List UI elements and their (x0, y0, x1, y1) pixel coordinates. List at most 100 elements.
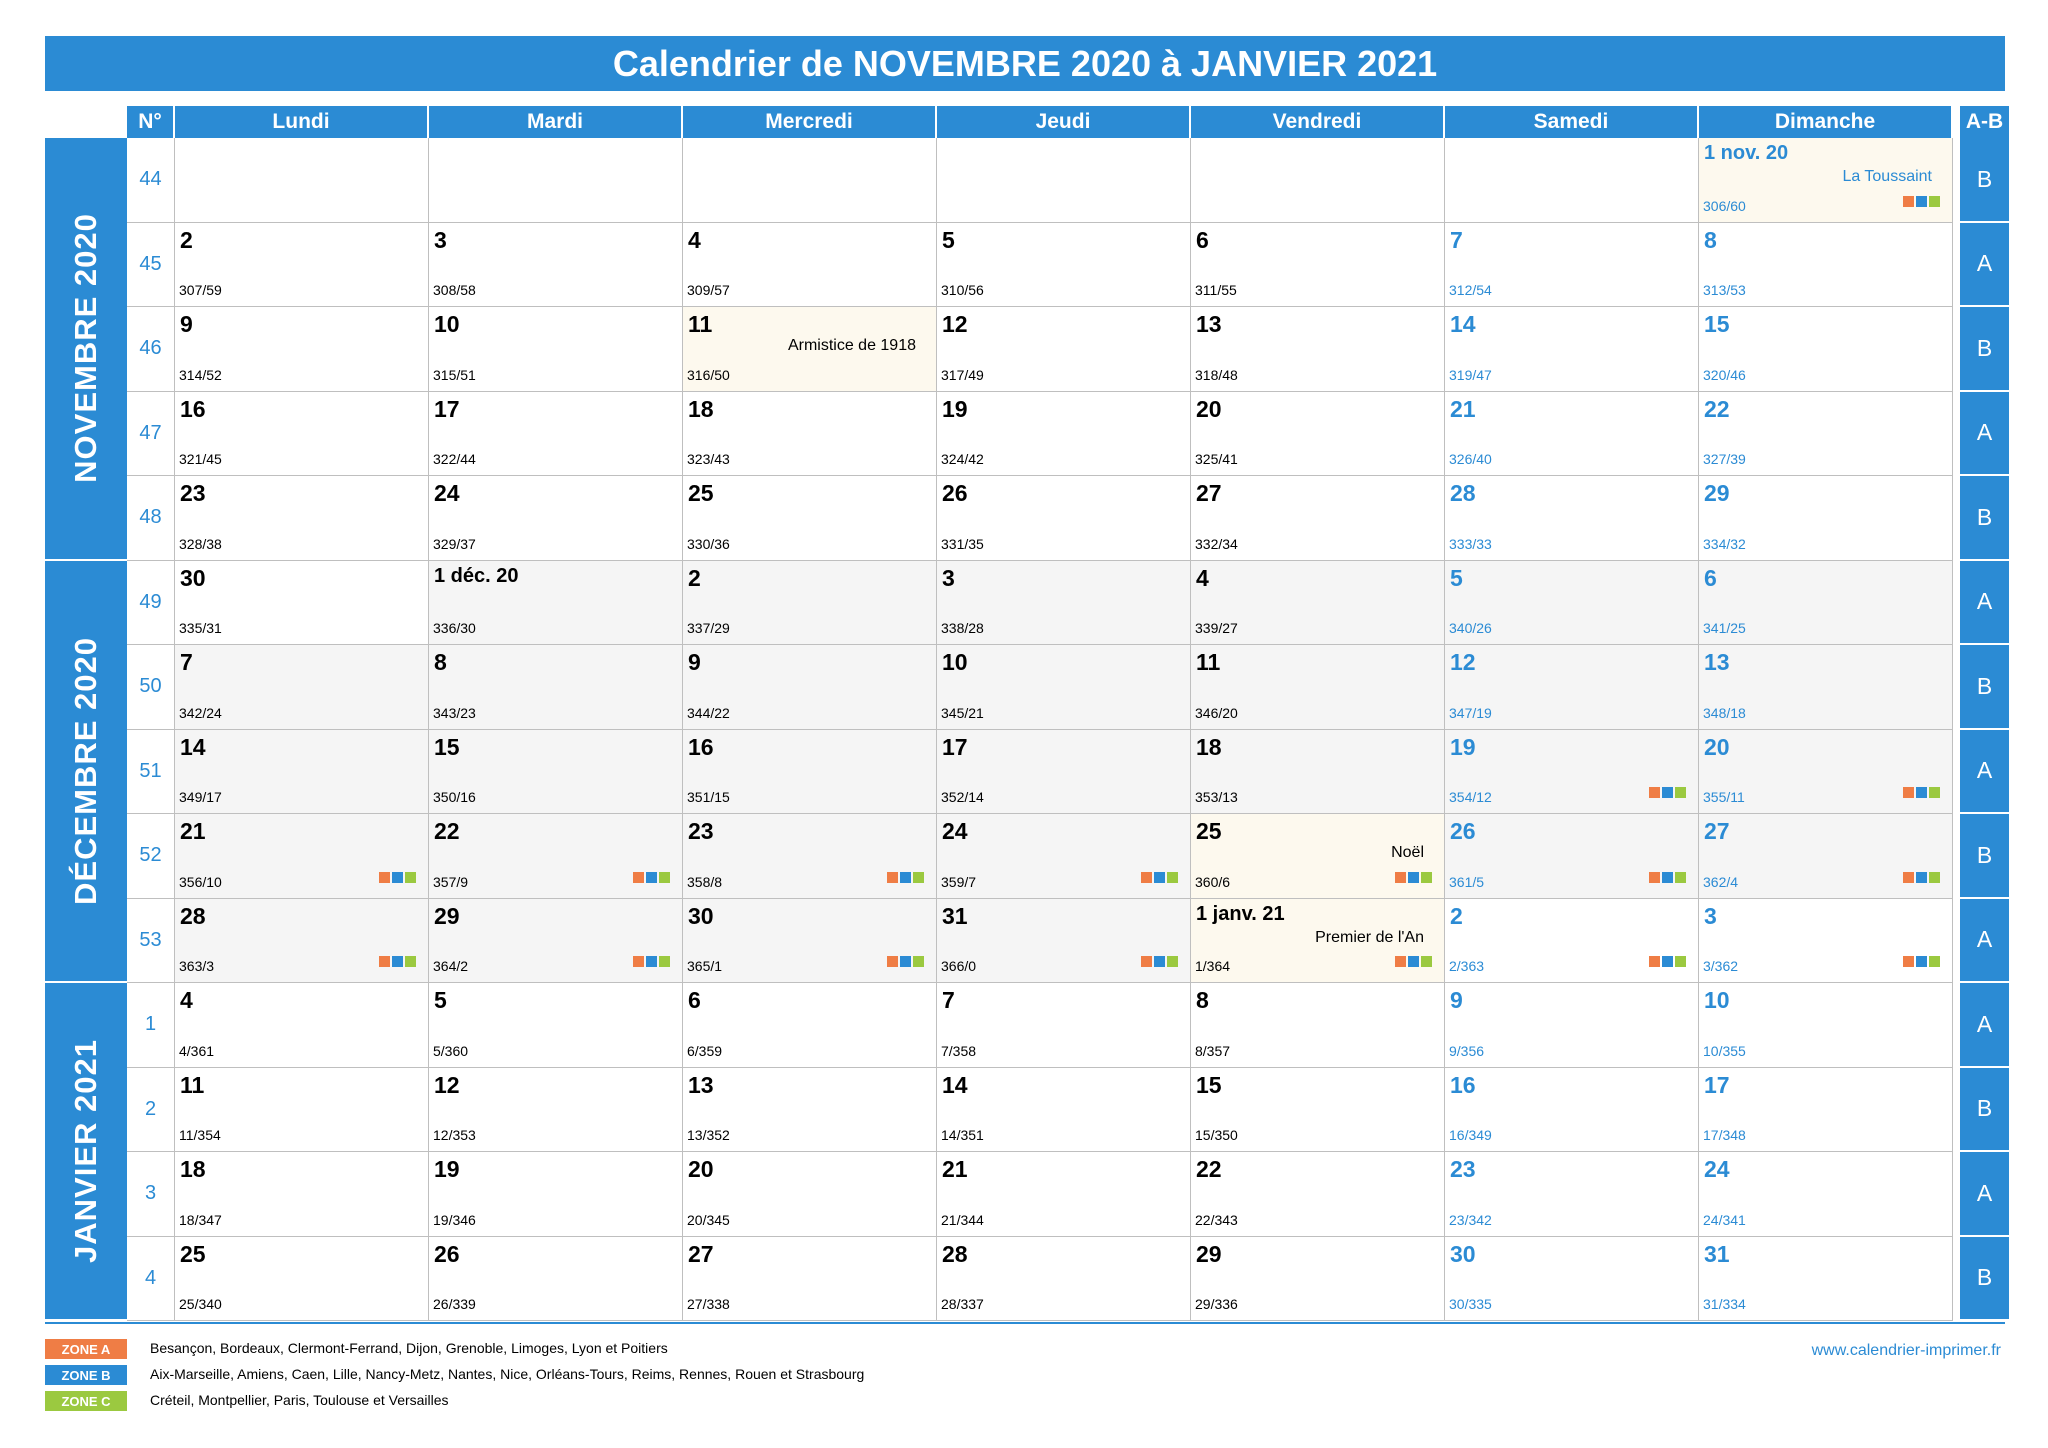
day-count: 5/360 (433, 1042, 469, 1059)
day-count: 31/334 (1703, 1296, 1746, 1312)
day-count: 326/40 (1449, 451, 1492, 467)
day-count: 336/30 (433, 620, 476, 636)
day-number: 5 (942, 226, 955, 253)
week-ab: A (1960, 898, 2009, 983)
day-cell: 14 349/17 (175, 729, 429, 814)
day-number: 4 (180, 987, 193, 1013)
day-cell: 29 334/32 (1699, 476, 1953, 561)
zone-c-marker (1675, 871, 1686, 883)
day-number: 26 (942, 480, 968, 506)
day-number: 1 janv. 21 (1196, 902, 1285, 925)
school-holiday-zones (1903, 195, 1940, 207)
day-count: 366/0 (941, 958, 977, 974)
day-cell: 14 319/47 (1445, 307, 1699, 392)
day-count: 340/26 (1449, 620, 1492, 636)
day-cell: 16 16/349 (1445, 1067, 1699, 1152)
school-holiday-zones (1903, 871, 1940, 883)
day-count: 322/44 (433, 451, 476, 467)
day-cell: 5 340/26 (1445, 560, 1699, 645)
week-ab: A (1960, 391, 2009, 476)
header-lundi: Lundi (175, 106, 429, 138)
day-cell: 27 27/338 (683, 1236, 937, 1321)
day-count: 2/363 (1449, 958, 1485, 974)
day-cell: 24 24/341 (1699, 1152, 1953, 1237)
day-number: 24 (1704, 1156, 1730, 1182)
day-cell: 28 28/337 (937, 1236, 1191, 1321)
day-cell: 24 329/37 (429, 476, 683, 561)
zone-c-marker (1421, 956, 1432, 967)
day-count: 17/348 (1703, 1127, 1746, 1143)
day-number: 19 (1450, 733, 1476, 760)
day-cell: 25 25/340 (175, 1236, 429, 1321)
day-number: 30 (688, 902, 714, 929)
week-ab: A (1960, 1152, 2009, 1237)
zone-a-marker (1395, 956, 1406, 967)
day-number: 31 (1704, 1240, 1730, 1267)
day-count: 318/48 (1195, 366, 1238, 383)
day-count: 27/338 (687, 1296, 730, 1312)
school-holiday-zones (887, 956, 924, 967)
zone-c-tag: ZONE C (45, 1391, 127, 1411)
zone-a-marker (1903, 956, 1914, 967)
day-number: 14 (1450, 311, 1476, 337)
day-cell: 20 20/345 (683, 1152, 937, 1237)
week-ab: A (1960, 222, 2009, 307)
day-count: 323/43 (687, 451, 730, 467)
day-cell: 22 357/9 (429, 814, 683, 899)
day-cell: 23 358/8 (683, 814, 937, 899)
day-number: 27 (1704, 818, 1730, 844)
day-number: 24 (942, 818, 968, 844)
day-count: 363/3 (179, 958, 215, 974)
day-number: 25 (688, 480, 714, 506)
day-count: 306/60 (1703, 197, 1746, 214)
zone-b-marker (1916, 195, 1927, 207)
day-cell (1445, 138, 1699, 223)
day-cell: 3 3/362 (1699, 898, 1953, 983)
zone-c-marker (1167, 871, 1178, 883)
day-number: 27 (688, 1240, 714, 1267)
day-count: 334/32 (1703, 535, 1746, 552)
day-cell: 21 326/40 (1445, 391, 1699, 476)
week-number: 52 (127, 814, 175, 899)
website-link[interactable]: www.calendrier-imprimer.fr (1811, 1342, 2001, 1359)
day-count: 311/55 (1195, 282, 1237, 298)
day-cell: 9 314/52 (175, 307, 429, 392)
day-number: 22 (1704, 395, 1730, 422)
day-cell: 13 318/48 (1191, 307, 1445, 392)
day-count: 11/354 (179, 1127, 221, 1143)
day-cell: 20 355/11 (1699, 729, 1953, 814)
day-cell: 16 351/15 (683, 729, 937, 814)
school-holiday-zones (1141, 871, 1178, 883)
day-count: 314/52 (179, 366, 222, 383)
day-count: 357/9 (433, 873, 469, 890)
day-number: 23 (1450, 1156, 1476, 1182)
holiday-name: Noël (1391, 844, 1424, 861)
bottom-divider (45, 1322, 2005, 1324)
day-number: 8 (434, 649, 447, 675)
day-cell: 20 325/41 (1191, 391, 1445, 476)
day-count: 361/5 (1449, 873, 1485, 890)
day-cell (937, 138, 1191, 223)
day-cell: 8 313/53 (1699, 222, 1953, 307)
day-count: 328/38 (179, 535, 222, 552)
day-count: 350/16 (433, 789, 476, 805)
week-ab: A (1960, 560, 2009, 645)
day-number: 19 (942, 395, 968, 422)
school-holiday-zones (379, 871, 416, 883)
day-count: 331/35 (941, 535, 984, 552)
zone-a-marker (379, 956, 390, 967)
zone-c-marker (1675, 956, 1686, 967)
week-number: 1 (127, 983, 175, 1068)
day-cell: 10 315/51 (429, 307, 683, 392)
week-ab: B (1960, 1236, 2009, 1321)
day-number: 3 (434, 226, 447, 253)
zone-a-marker (1395, 871, 1406, 883)
day-number: 12 (942, 311, 968, 337)
day-count: 341/25 (1703, 620, 1746, 636)
day-number: 9 (1450, 987, 1463, 1013)
day-cell: 4 4/361 (175, 983, 429, 1068)
week-ab: B (1960, 1067, 2009, 1152)
day-number: 16 (180, 395, 206, 422)
week-ab: B (1960, 307, 2009, 392)
day-cell: 18 353/13 (1191, 729, 1445, 814)
